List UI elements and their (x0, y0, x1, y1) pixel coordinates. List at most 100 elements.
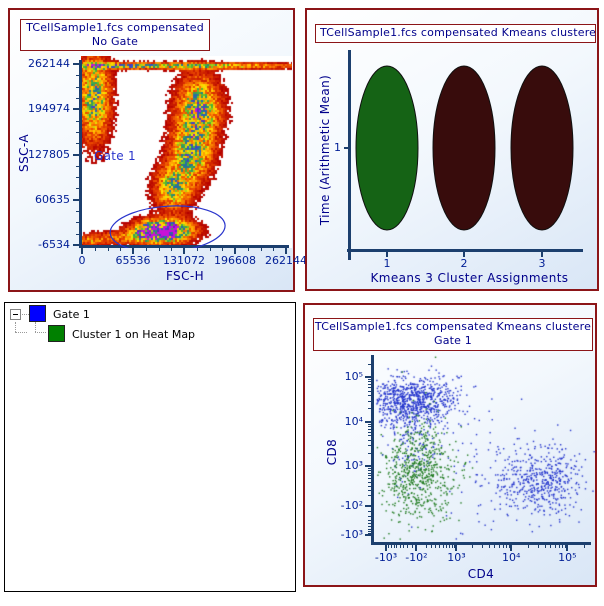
plot-title: TCellSample1.fcs compensated Kmeans clus… (314, 320, 592, 333)
y-tick-mark (344, 147, 349, 149)
x-minor-tick (247, 248, 249, 251)
plot-title-box: TCellSample1.fcs compensated Kmeans clus… (313, 318, 593, 351)
tree-connector (35, 322, 36, 332)
density-plot-panel[interactable]: TCellSample1.fcs compensated No Gate 262… (8, 8, 307, 292)
tree-row-cluster1[interactable]: Cluster 1 on Heat Map (5, 322, 285, 342)
scatter-points-canvas (374, 353, 596, 543)
cluster-1-ellipse[interactable] (355, 65, 419, 231)
x-minor-tick (209, 248, 211, 251)
y-minor-tick (368, 475, 371, 477)
x-tick-label: 131072 (163, 254, 205, 267)
gate-1-ellipse[interactable] (109, 202, 227, 248)
y-tick-mark (365, 534, 371, 537)
tree-connector (15, 322, 16, 332)
x-tick-mark (183, 248, 185, 254)
y-minor-tick (368, 428, 371, 430)
x-minor-tick (505, 545, 507, 548)
y-minor-tick (368, 519, 371, 521)
gate-tree-panel[interactable]: Gate 1 Cluster 1 on Heat Map (4, 302, 296, 592)
x-minor-tick (561, 545, 563, 548)
y-tick-label: 10⁵ (344, 370, 363, 384)
y-minor-tick (368, 495, 371, 497)
x-minor-tick (544, 545, 546, 548)
x-axis-label: CD4 (467, 567, 495, 581)
gate-color-swatch[interactable] (29, 305, 46, 322)
y-minor-tick (368, 431, 371, 433)
x-tick-label: 65536 (115, 254, 151, 267)
y-tick-mark (73, 108, 79, 111)
y-minor-tick (76, 131, 79, 133)
y-axis-line (348, 50, 351, 260)
y-minor-tick (368, 472, 371, 474)
x-tick-label: 1 (383, 257, 391, 270)
y-tick-mark (73, 153, 79, 156)
y-minor-tick (368, 468, 371, 470)
plot-gate-subtitle: Gate 1 (433, 334, 473, 347)
gate-label[interactable]: Gate 1 (94, 149, 136, 163)
x-tick-mark (566, 545, 569, 551)
x-minor-tick (482, 545, 483, 548)
minus-icon (13, 314, 18, 315)
y-tick-label: 10³ (344, 459, 363, 473)
plot-gate-subtitle: No Gate (91, 35, 139, 48)
x-tick-label: 196608 (214, 254, 256, 267)
x-tick-mark (541, 252, 543, 257)
cluster-2-ellipse[interactable] (432, 65, 496, 231)
x-minor-tick (120, 248, 122, 251)
y-minor-tick (76, 75, 79, 77)
y-tick-label: 60635 (35, 192, 70, 206)
x-axis-line (79, 245, 289, 248)
y-minor-tick (368, 384, 371, 386)
y-minor-tick (76, 120, 79, 122)
cluster-ellipses (355, 65, 574, 231)
x-minor-tick (388, 545, 390, 548)
y-minor-tick (368, 481, 371, 483)
x-minor-tick (94, 248, 96, 251)
x-minor-tick (430, 545, 432, 548)
y-tick-label: -10² (340, 499, 363, 513)
y-tick-label: 127805 (28, 147, 70, 161)
y-minor-tick (368, 511, 371, 513)
tree-connector (22, 314, 29, 315)
tree-collapse-toggle[interactable] (10, 309, 21, 320)
x-minor-tick (426, 545, 428, 548)
y-minor-tick (368, 381, 371, 383)
y-minor-tick (368, 485, 371, 487)
x-tick-label: 3 (538, 257, 546, 270)
y-minor-tick (76, 165, 79, 167)
cluster-color-swatch[interactable] (48, 325, 65, 342)
gate-ellipse-overlay[interactable] (81, 56, 292, 248)
cd4-cd8-scatter-panel[interactable]: TCellSample1.fcs compensated Kmeans clus… (303, 303, 597, 587)
y-minor-tick (76, 222, 79, 224)
x-tick-mark (234, 248, 236, 254)
x-tick-label: 0 (78, 254, 86, 267)
x-axis-line (347, 249, 583, 252)
x-minor-tick (472, 545, 474, 548)
y-minor-tick (368, 390, 371, 392)
x-minor-tick (537, 545, 539, 548)
x-tick-label: -10³ (374, 551, 398, 564)
y-tick-mark (365, 465, 371, 468)
y-minor-tick (76, 188, 79, 190)
x-minor-tick (403, 545, 405, 548)
y-minor-tick (368, 426, 371, 428)
y-minor-tick (368, 435, 371, 437)
y-minor-tick (368, 363, 371, 365)
tree-item-label[interactable]: Gate 1 (53, 308, 90, 321)
y-tick-mark (73, 198, 79, 201)
y-minor-tick (368, 526, 371, 528)
y-tick-label: 262144 (28, 57, 70, 70)
y-minor-tick (76, 143, 79, 145)
y-minor-tick (368, 523, 371, 525)
x-minor-tick (390, 545, 392, 548)
tree-item-label[interactable]: Cluster 1 on Heat Map (72, 328, 196, 341)
x-minor-tick (451, 545, 453, 548)
x-tick-mark (455, 545, 458, 551)
tree-connector (35, 332, 46, 333)
y-axis-label: SSC-A (17, 134, 31, 172)
cluster-3-ellipse[interactable] (510, 65, 574, 231)
kmeans-cluster-plot-panel[interactable]: TCellSample1.fcs compensated Kmeans clus… (305, 8, 599, 291)
y-tick-label: 10⁴ (344, 414, 363, 428)
tree-row-gate1[interactable]: Gate 1 (5, 305, 285, 325)
